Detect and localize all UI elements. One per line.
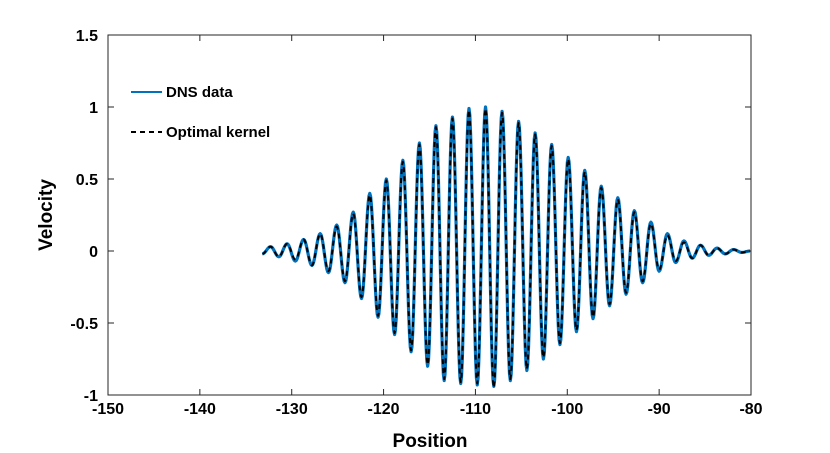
x-tick-label: -130 xyxy=(276,401,308,418)
x-tick-label: -90 xyxy=(648,401,671,418)
y-axis-label: Velocity xyxy=(36,179,57,251)
x-tick-label: -120 xyxy=(368,401,400,418)
plot-frame xyxy=(107,34,752,396)
x-tick-label: -150 xyxy=(92,401,124,418)
x-tick-label: -110 xyxy=(460,401,491,418)
legend-label-dns-data: DNS data xyxy=(166,84,233,101)
y-tick-label: 1.5 xyxy=(76,28,98,45)
legend: DNS data Optimal kernel xyxy=(131,84,270,141)
y-tick-label: 0.5 xyxy=(76,172,98,189)
x-tick-label: -80 xyxy=(739,401,762,418)
y-tick-label: 1 xyxy=(89,100,98,117)
ticks-layer: -150 -140 -130 -120 -110 -100 -90 -80 -1 -0.5 0 0.5… xyxy=(70,28,762,418)
x-tick-label: -140 xyxy=(184,401,216,418)
series-line-optimal-kernel xyxy=(262,107,751,389)
y-tick-label: -1 xyxy=(84,388,98,405)
y-tick-label: -0.5 xyxy=(70,316,98,333)
x-tick-label: -100 xyxy=(551,401,583,418)
series-layer xyxy=(261,105,751,389)
y-tick-label: 0 xyxy=(89,244,98,261)
x-axis-label: Position xyxy=(393,431,468,452)
legend-label-optimal-kernel: Optimal kernel xyxy=(166,124,270,141)
